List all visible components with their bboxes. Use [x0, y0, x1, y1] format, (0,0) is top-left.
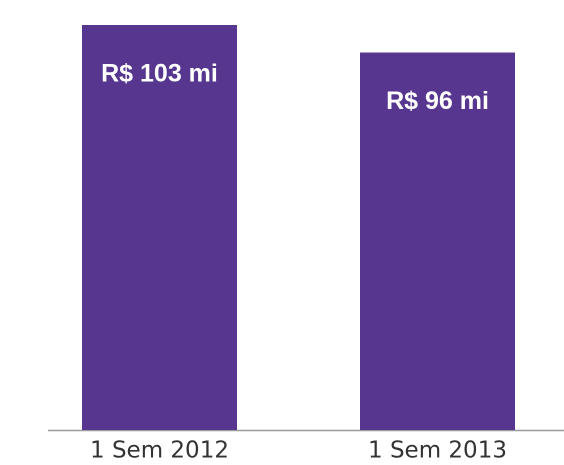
value-label: R$ 96 mi [386, 87, 489, 115]
x-tick-label: 1 Sem 2012 [90, 438, 229, 464]
x-tick-label: 1 Sem 2013 [368, 438, 507, 464]
value-label: R$ 103 mi [101, 60, 218, 88]
bar [82, 25, 237, 430]
bar [360, 52, 515, 431]
